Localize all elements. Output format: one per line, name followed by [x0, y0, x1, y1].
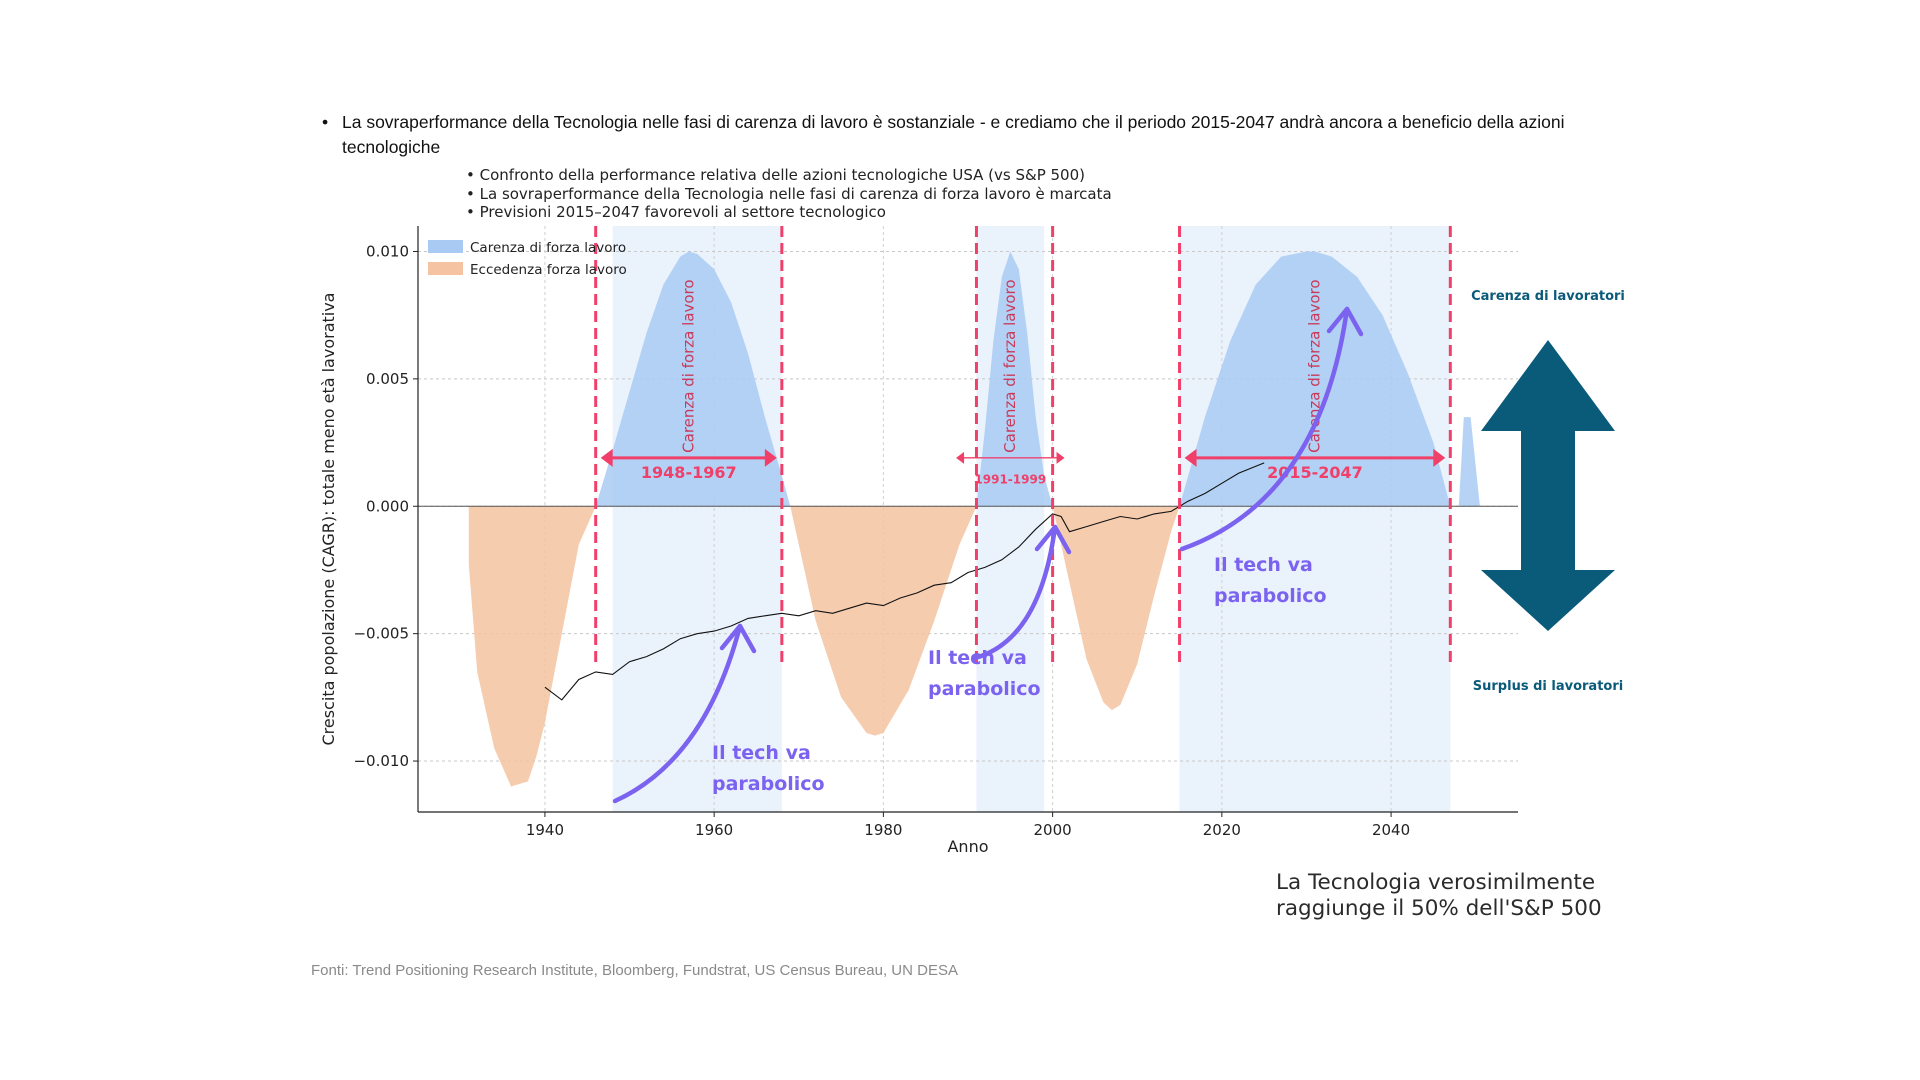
- parabolic-arrowhead: [1034, 524, 1072, 555]
- annotation-line2: parabolico: [1214, 585, 1327, 607]
- x-tick-label: 1960: [695, 821, 733, 839]
- side-top-label: Carenza di lavoratori: [1471, 289, 1625, 304]
- x-axis-title: Anno: [947, 837, 988, 856]
- period-arrowhead-left: [956, 451, 965, 464]
- annotation-line1: Il tech va: [1214, 554, 1313, 576]
- annotation-line1: Il tech va: [712, 742, 811, 764]
- surplus-area: [1052, 506, 1180, 711]
- shortage-area: [1458, 417, 1480, 507]
- period-label: 1948-1967: [641, 463, 737, 482]
- shortage-label: Carenza di forza lavoro: [1001, 279, 1019, 452]
- axes: 0.010 0.005 0.000 −0.005 −0.010 1940 1960 1980 2…: [319, 226, 1518, 856]
- sub-bullet: Previsioni 2015–2047 favorevoli al setto…: [466, 203, 1112, 222]
- annotation-line2: parabolico: [712, 773, 825, 795]
- period-arrowhead-right: [1056, 451, 1065, 464]
- period-arrowhead-right: [1433, 448, 1446, 467]
- legend-label: Carenza di forza lavoro: [470, 240, 626, 256]
- double-arrow-shape: [1481, 340, 1615, 631]
- surplus-area: [468, 506, 596, 787]
- parabolic-arrow: [1179, 306, 1350, 552]
- y-tick-label: 0.000: [366, 497, 409, 515]
- legend: Carenza di forza lavoro Eccedenza forza l…: [428, 240, 627, 278]
- main-bullet-text: La sovraperformance della Tecnologia nel…: [342, 112, 1565, 157]
- parabolic-arrowhead: [719, 623, 757, 654]
- legend-swatch: [428, 240, 463, 253]
- period-label: 1991-1999: [974, 472, 1046, 486]
- sub-bullet: Confronto della performance relativa del…: [466, 166, 1112, 185]
- surplus-area: [790, 506, 977, 736]
- shortage-label: Carenza di forza lavoro: [679, 279, 697, 452]
- y-tick-label: 0.010: [366, 242, 409, 260]
- legend-swatch: [428, 262, 463, 275]
- x-tick-label: 2000: [1034, 821, 1072, 839]
- annotation-line2: parabolico: [928, 678, 1041, 700]
- y-tick-label: −0.010: [353, 752, 409, 770]
- y-tick-label: 0.005: [366, 370, 409, 388]
- takeaway-text: La Tecnologia verosimilmente raggiunge i…: [1276, 870, 1602, 921]
- parabolic-arrow: [972, 524, 1058, 661]
- legend-label: Eccedenza forza lavoro: [470, 262, 627, 278]
- x-tick-label: 2020: [1203, 821, 1241, 839]
- period-arrowhead-right: [764, 448, 777, 467]
- sources-note: Fonti: Trend Positioning Research Instit…: [311, 962, 958, 979]
- parabolic-arrow: [612, 623, 743, 804]
- period-arrowhead-left: [1184, 448, 1197, 467]
- tech-line-layer: [544, 462, 1265, 701]
- x-tick-label: 1980: [864, 821, 902, 839]
- shortage-area: [976, 251, 1053, 507]
- sub-bullet-list: Confronto della performance relativa del…: [466, 166, 1112, 222]
- annotations: Il tech va parabolico Il tech va parabolico…: [612, 306, 1364, 804]
- annotation-line1: Il tech va: [928, 647, 1027, 669]
- x-tick-label: 1940: [526, 821, 564, 839]
- double-arrow-icon: [1481, 340, 1615, 631]
- y-axis-title: Crescita popolazione (CAGR): totale meno…: [319, 293, 338, 746]
- side-bottom-label: Surplus di lavoratori: [1472, 679, 1624, 694]
- tech-relative-line: [544, 462, 1265, 701]
- shortage-area: [595, 251, 791, 507]
- parabolic-arrowhead: [1326, 306, 1364, 337]
- x-tick-label: 2040: [1372, 821, 1410, 839]
- bullet-dot: •: [322, 112, 329, 132]
- y-tick-label: −0.005: [353, 625, 409, 643]
- shortage-area: [1179, 251, 1451, 507]
- sub-bullet: La sovraperformance della Tecnologia nel…: [466, 185, 1112, 204]
- main-bullet: • La sovraperformance della Tecnologia n…: [322, 110, 1622, 160]
- period-arrowhead-left: [600, 448, 613, 467]
- areas: [418, 251, 1518, 787]
